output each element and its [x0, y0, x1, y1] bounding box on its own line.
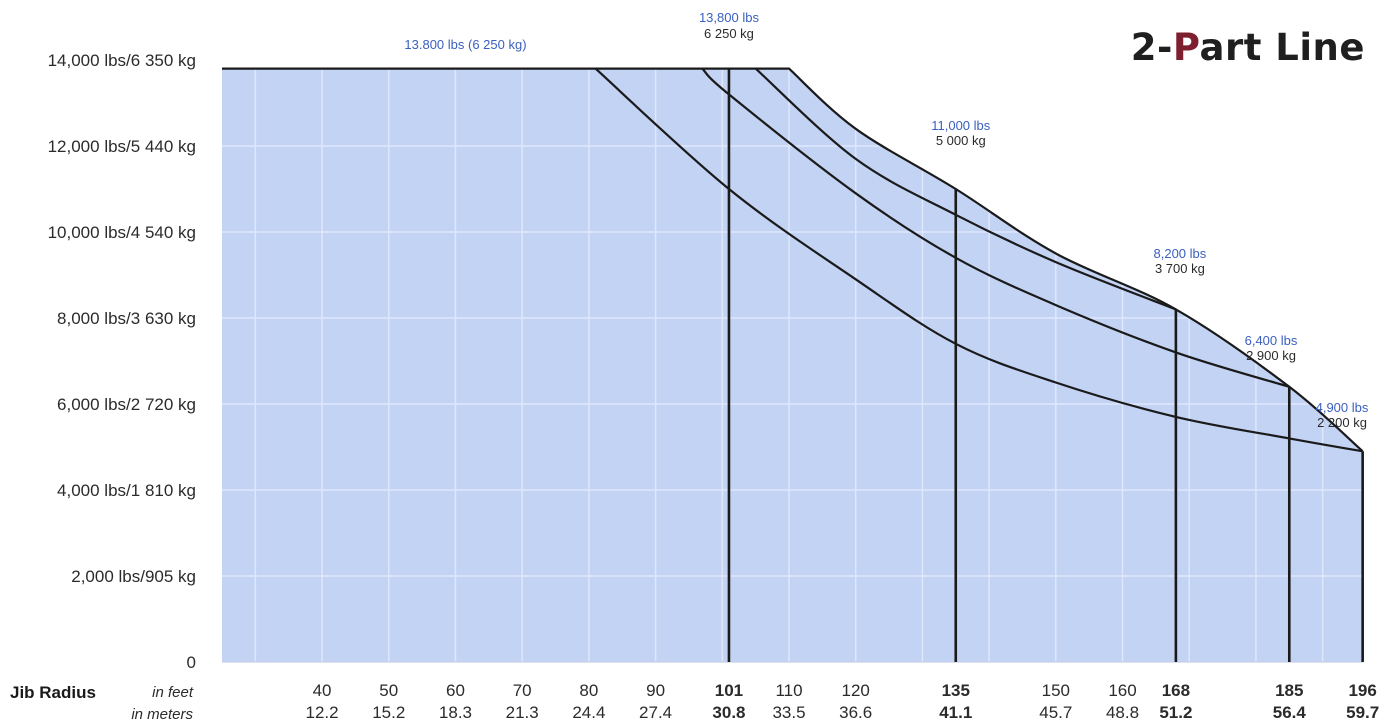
load-curve-185ft — [701, 67, 1290, 388]
x-tick-meters-label: 30.8 — [712, 703, 745, 722]
annotation-lbs: 8,200 lbs — [1154, 246, 1207, 261]
load-curve-196ft — [594, 67, 1363, 453]
title-accent-letter: P — [1172, 26, 1200, 69]
title-suffix: art Line — [1199, 26, 1365, 69]
x-tick-feet-label: 101 — [715, 681, 743, 700]
annotation-kg: 5 000 kg — [936, 133, 986, 148]
annotation-kg: 2 200 kg — [1317, 415, 1367, 430]
x-tick-feet-label: 185 — [1275, 681, 1303, 700]
x-tick-feet-label: 135 — [942, 681, 970, 700]
x-tick-meters-label: 56.4 — [1273, 703, 1307, 722]
x-units-feet-label: in feet — [152, 684, 194, 701]
x-tick-meters-label: 33.5 — [772, 703, 805, 722]
y-tick-label: 10,000 lbs/4 540 kg — [48, 223, 196, 242]
x-tick-feet-label: 80 — [579, 681, 598, 700]
x-tick-meters-label: 41.1 — [939, 703, 972, 722]
x-tick-feet-label: 150 — [1042, 681, 1070, 700]
x-tick-feet-label: 120 — [842, 681, 870, 700]
x-tick-meters-label: 24.4 — [572, 703, 605, 722]
x-tick-feet-label: 70 — [513, 681, 532, 700]
x-tick-meters-label: 51.2 — [1159, 703, 1192, 722]
title-prefix: 2- — [1130, 26, 1173, 69]
annotation-kg: 2 900 kg — [1246, 348, 1296, 363]
x-tick-meters-label: 27.4 — [639, 703, 672, 722]
x-tick-meters-label: 59.7 — [1346, 703, 1379, 722]
y-tick-label: 8,000 lbs/3 630 kg — [57, 309, 196, 328]
x-tick-feet-label: 50 — [379, 681, 398, 700]
x-tick-feet-label: 196 — [1348, 681, 1376, 700]
chart-title: 2-Part Line — [1131, 26, 1365, 69]
x-tick-feet-label: 168 — [1162, 681, 1190, 700]
x-tick-meters-label: 36.6 — [839, 703, 872, 722]
annotation-lbs: 13,800 lbs — [699, 10, 759, 25]
grid-lines — [222, 68, 1363, 663]
x-tick-feet-label: 110 — [775, 681, 802, 700]
x-units-meters-label: in meters — [131, 706, 193, 723]
annotation-kg: 3 700 kg — [1155, 261, 1205, 276]
x-tick-feet-label: 90 — [646, 681, 665, 700]
annotation-lbs: 4,900 lbs — [1316, 400, 1369, 415]
x-tick-meters-label: 15.2 — [372, 703, 405, 722]
y-tick-label: 2,000 lbs/905 kg — [71, 567, 196, 586]
x-tick-feet-label: 60 — [446, 681, 465, 700]
annotation-lbs: 6,400 lbs — [1245, 333, 1298, 348]
x-tick-meters-label: 21.3 — [506, 703, 539, 722]
x-tick-meters-label: 45.7 — [1039, 703, 1072, 722]
capacity-envelope-fill — [222, 68, 1363, 663]
x-tick-feet-label: 40 — [313, 681, 332, 700]
y-tick-label: 12,000 lbs/5 440 kg — [48, 137, 196, 156]
annotation-lbs: 11,000 lbs — [931, 118, 991, 133]
y-tick-label: 6,000 lbs/2 720 kg — [57, 395, 196, 414]
x-tick-feet-label: 160 — [1108, 681, 1136, 700]
x-tick-meters-label: 48.8 — [1106, 703, 1139, 722]
y-tick-label: 14,000 lbs/6 350 kg — [48, 51, 196, 70]
annotation-lbs: 13.800 lbs (6 250 kg) — [404, 37, 526, 52]
y-tick-label: 0 — [187, 653, 196, 672]
annotation-kg: 6 250 kg — [704, 26, 754, 41]
x-tick-meters-label: 18.3 — [439, 703, 472, 722]
x-axis-title: Jib Radius — [10, 683, 96, 702]
load-curve-168ft — [754, 67, 1177, 311]
y-tick-label: 4,000 lbs/1 810 kg — [57, 481, 196, 500]
x-tick-meters-label: 12.2 — [306, 703, 339, 722]
